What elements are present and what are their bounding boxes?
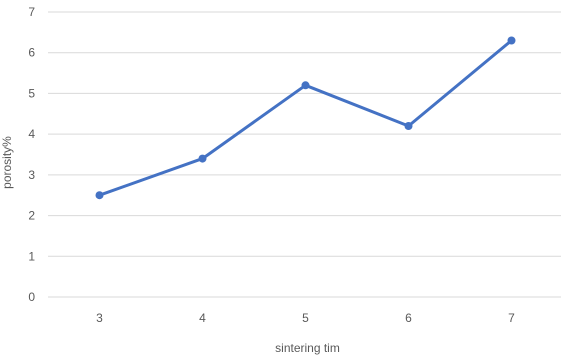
y-tick-label: 5 xyxy=(28,86,35,100)
data-point xyxy=(301,81,310,90)
y-tick-label: 7 xyxy=(28,5,35,19)
data-point xyxy=(507,36,516,45)
x-tick-label: 4 xyxy=(199,311,206,325)
data-point xyxy=(95,191,104,200)
y-tick-label: 0 xyxy=(28,290,35,304)
x-tick-label: 6 xyxy=(405,311,412,325)
y-tick-label: 4 xyxy=(28,127,35,141)
y-axis-title: porosity% xyxy=(0,136,14,189)
x-axis-ticks: 3 4 5 6 7 xyxy=(96,311,515,325)
y-tick-label: 2 xyxy=(28,209,35,223)
data-point xyxy=(404,122,413,130)
y-tick-label: 1 xyxy=(28,249,35,263)
x-tick-label: 3 xyxy=(96,311,103,325)
y-axis-ticks: 0 1 2 3 4 5 6 7 xyxy=(28,5,35,304)
y-tick-label: 3 xyxy=(28,168,35,182)
x-axis-title: sintering tim xyxy=(275,341,340,355)
series-line xyxy=(98,39,513,197)
data-series xyxy=(95,36,516,200)
y-tick-label: 6 xyxy=(28,46,35,60)
data-point xyxy=(198,154,207,163)
x-tick-label: 7 xyxy=(508,311,515,325)
x-tick-label: 5 xyxy=(302,311,309,325)
gridlines xyxy=(48,11,561,298)
